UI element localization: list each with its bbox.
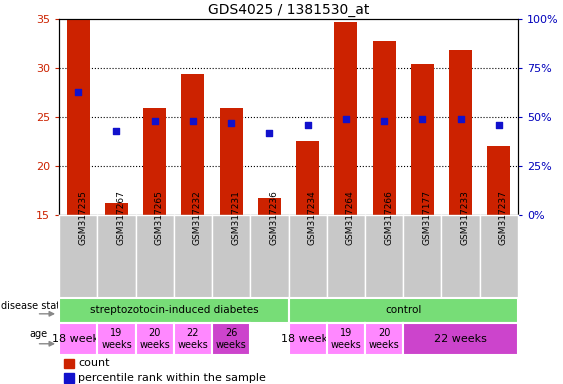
Bar [449,50,472,215]
Text: GSM317232: GSM317232 [193,190,202,245]
Text: GSM317235: GSM317235 [78,190,87,245]
Text: 19
weeks: 19 weeks [101,328,132,350]
Bar [105,203,128,215]
Text: GSM317236: GSM317236 [270,190,279,245]
Text: GSM317233: GSM317233 [461,190,470,245]
Bar [143,108,166,215]
Text: 19
weeks: 19 weeks [330,328,361,350]
Text: GSM317265: GSM317265 [155,190,164,245]
Point [189,118,198,124]
Bar [67,19,90,215]
Bar [411,64,434,215]
Point [112,128,121,134]
Text: GSM317231: GSM317231 [231,190,240,245]
Point [379,118,388,124]
Text: GSM317177: GSM317177 [422,190,431,245]
Text: disease state: disease state [1,301,66,311]
Point [418,116,427,122]
Point [265,130,274,136]
Title: GDS4025 / 1381530_at: GDS4025 / 1381530_at [208,3,369,17]
Bar [64,359,74,368]
Text: 20
weeks: 20 weeks [139,328,170,350]
Text: GSM317234: GSM317234 [307,190,316,245]
Text: GSM317267: GSM317267 [117,190,126,245]
Text: 22 weeks: 22 weeks [434,334,487,344]
Bar [181,74,204,215]
Point [456,116,465,122]
Point [150,118,159,124]
Text: 22
weeks: 22 weeks [177,328,208,350]
Point [227,120,236,126]
Bar [296,141,319,215]
Point [494,122,503,128]
Bar [488,147,510,215]
Text: count: count [78,358,110,368]
Text: 18 weeks: 18 weeks [282,334,334,344]
Point [303,122,312,128]
Bar [258,199,281,215]
Text: streptozotocin-induced diabetes: streptozotocin-induced diabetes [90,305,258,315]
Text: 20
weeks: 20 weeks [369,328,400,350]
Bar [373,41,396,215]
Text: GSM317264: GSM317264 [346,190,355,245]
Text: control: control [385,305,422,315]
Text: age: age [29,329,48,339]
Bar [64,373,74,382]
Point [74,89,83,95]
Text: GSM317266: GSM317266 [384,190,393,245]
Point [341,116,350,122]
Text: 26
weeks: 26 weeks [216,328,247,350]
Text: 18 weeks: 18 weeks [52,334,105,344]
Bar [334,22,358,215]
Text: GSM317237: GSM317237 [499,190,508,245]
Text: percentile rank within the sample: percentile rank within the sample [78,372,266,383]
Bar [220,108,243,215]
